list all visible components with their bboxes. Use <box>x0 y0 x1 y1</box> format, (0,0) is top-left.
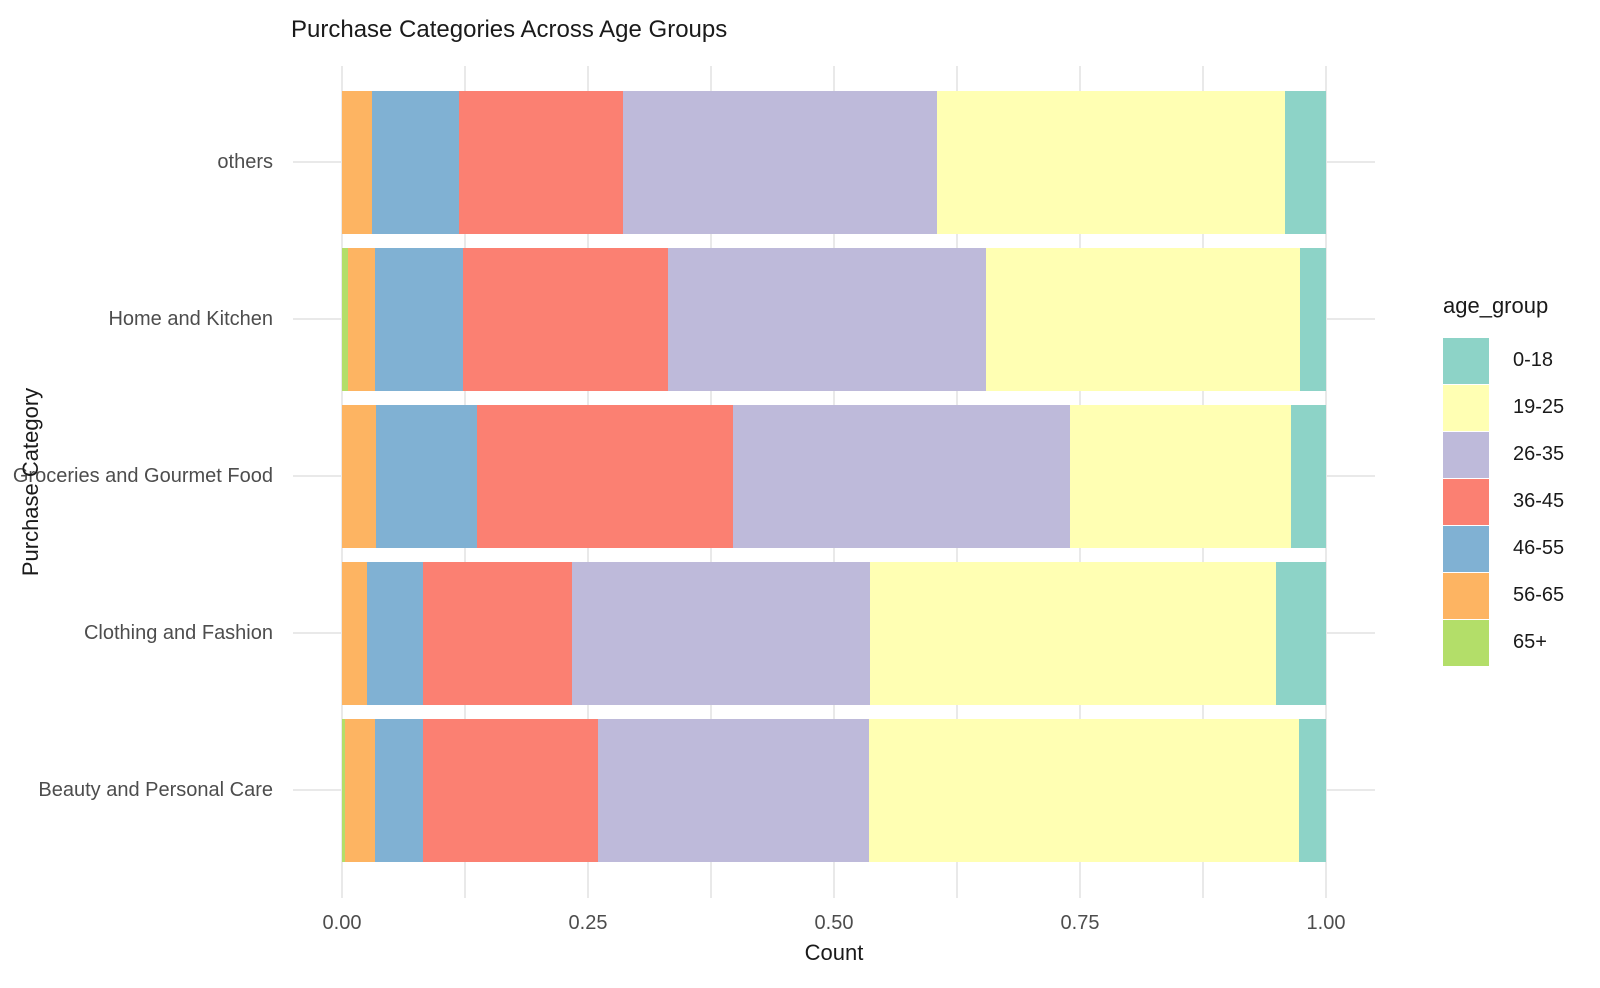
bar-segment <box>344 718 376 862</box>
bar-row <box>342 718 1326 862</box>
legend-label: 56-65 <box>1513 584 1565 606</box>
bar-row <box>342 404 1326 548</box>
bar-segment <box>667 247 987 391</box>
x-tick-label: 0.50 <box>814 912 854 934</box>
bar-segment <box>376 404 477 548</box>
legend-swatch <box>1443 525 1489 572</box>
x-tick-label: 0.00 <box>322 912 362 934</box>
bar-segment <box>342 718 345 862</box>
bar-segment <box>342 404 377 548</box>
legend-title: age_group <box>1443 293 1549 318</box>
legend-items: 0-18 19-25 26-35 36-45 46-55 56-65 65+ <box>1443 337 1593 666</box>
legend-item: 19-25 <box>1443 384 1593 431</box>
bar-segment <box>1275 561 1326 705</box>
bar-segment <box>463 247 668 391</box>
legend-swatch <box>1443 337 1489 384</box>
x-tick-label: 0.75 <box>1060 912 1100 934</box>
y-category-label: others <box>217 151 273 173</box>
y-axis-title: Purchase Category <box>18 387 43 577</box>
bar-segment <box>937 90 1285 234</box>
y-category-label: Groceries and Gourmet Food <box>12 465 273 487</box>
legend-label: 36-45 <box>1513 490 1565 512</box>
legend-swatch <box>1443 619 1489 666</box>
legend-label: 0-18 <box>1513 349 1554 371</box>
legend-item: 26-35 <box>1443 431 1593 478</box>
legend-swatch <box>1443 478 1489 525</box>
bar-segment <box>422 561 573 705</box>
bar-segment <box>597 718 870 862</box>
legend-label: 65+ <box>1513 631 1547 653</box>
bar-segment <box>623 90 938 234</box>
bar-row <box>342 561 1326 705</box>
legend-swatch <box>1443 384 1489 431</box>
legend-item: 36-45 <box>1443 478 1593 525</box>
y-category-label: Home and Kitchen <box>108 308 273 330</box>
x-tick-label: 1.00 <box>1306 912 1346 934</box>
bar-segment <box>1070 404 1291 548</box>
legend-item: 65+ <box>1443 619 1593 666</box>
legend-swatch <box>1443 572 1489 619</box>
legend-label: 46-55 <box>1513 537 1565 559</box>
bar-segment <box>347 247 376 391</box>
bar-row <box>342 247 1326 391</box>
bar-segment <box>1284 90 1326 234</box>
bar-segment <box>375 718 423 862</box>
y-category-label: Beauty and Personal Care <box>38 779 273 801</box>
x-axis-title: Count <box>804 940 864 965</box>
legend-item: 56-65 <box>1443 572 1593 619</box>
y-category-label: Clothing and Fashion <box>83 622 273 644</box>
bar-segment <box>1299 718 1326 862</box>
bar-segment <box>371 90 460 234</box>
legend-label: 19-25 <box>1513 396 1565 418</box>
bar-segment <box>342 90 372 234</box>
legend-item: 46-55 <box>1443 525 1593 572</box>
bar-segment <box>366 561 423 705</box>
legend: age_group 0-18 19-25 26-35 36-45 46-55 56-65 6… <box>1443 293 1593 666</box>
bar-segment <box>986 247 1301 391</box>
x-tick-label: 0.25 <box>568 912 608 934</box>
bar-segment <box>459 90 624 234</box>
legend-item: 0-18 <box>1443 337 1593 384</box>
bar-segment <box>1290 404 1326 548</box>
plot-title: Purchase Categories Across Age Groups <box>291 16 728 43</box>
bar-segment <box>476 404 733 548</box>
plot-panel <box>293 66 1375 898</box>
bar-segment <box>572 561 871 705</box>
bar-segment <box>732 404 1071 548</box>
legend-swatch <box>1443 431 1489 478</box>
gridline-vertical-major <box>1325 66 1327 898</box>
bar-segment <box>869 718 1300 862</box>
bar-segment <box>422 718 598 862</box>
legend-label: 26-35 <box>1513 443 1565 465</box>
bar-segment <box>342 561 367 705</box>
bar-segment <box>342 247 348 391</box>
bar-segment <box>870 561 1276 705</box>
bar-row <box>342 90 1326 234</box>
bar-segment <box>1300 247 1326 391</box>
bar-segment <box>375 247 463 391</box>
